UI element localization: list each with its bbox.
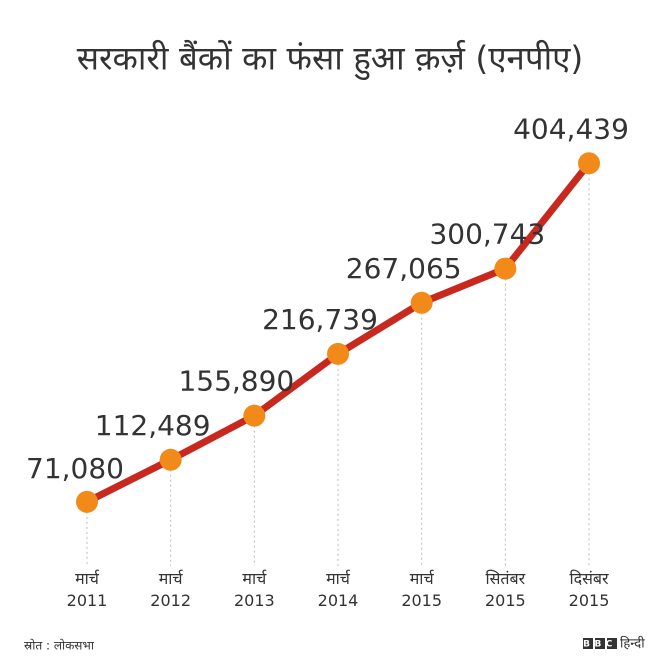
- value-label: 155,890: [178, 365, 294, 398]
- x-tick-label: मार्च 2012: [150, 569, 192, 610]
- chart-title: सरकारी बैंकों का फंसा हुआ क़र्ज़ (एनपीए): [77, 39, 584, 81]
- source: स्रोत : लोकसभा: [24, 639, 95, 653]
- logo-text: हिन्दी: [620, 636, 645, 652]
- x-tick-label: दिसंबर 2015: [568, 569, 610, 610]
- logo-box: [595, 638, 605, 649]
- value-label: 267,065: [346, 252, 462, 285]
- logo-box: [607, 638, 617, 649]
- marker: [494, 257, 517, 280]
- logo: BBC हिन्दी: [583, 636, 645, 652]
- marker: [76, 490, 98, 513]
- x-tick-label: मार्च 2011: [66, 569, 108, 610]
- value-label: 300,743: [429, 218, 545, 251]
- logo-box: [583, 638, 593, 649]
- value-label: 216,739: [262, 303, 378, 336]
- marker: [578, 152, 601, 175]
- logo-brand: BBC: [583, 640, 617, 650]
- x-tick-label: मार्च 2015: [401, 569, 443, 610]
- x-tick-label: सितंबर 2015: [484, 569, 526, 610]
- x-tick-label: मार्च 2013: [233, 569, 275, 610]
- x-tick-label: मार्च 2014: [317, 569, 359, 610]
- value-label: 112,489: [95, 409, 211, 442]
- marker: [327, 342, 350, 365]
- value-label: 404,439: [513, 112, 629, 145]
- marker: [243, 404, 266, 427]
- marker: [410, 291, 433, 314]
- value-label: 71,080: [26, 452, 124, 485]
- marker: [159, 448, 182, 471]
